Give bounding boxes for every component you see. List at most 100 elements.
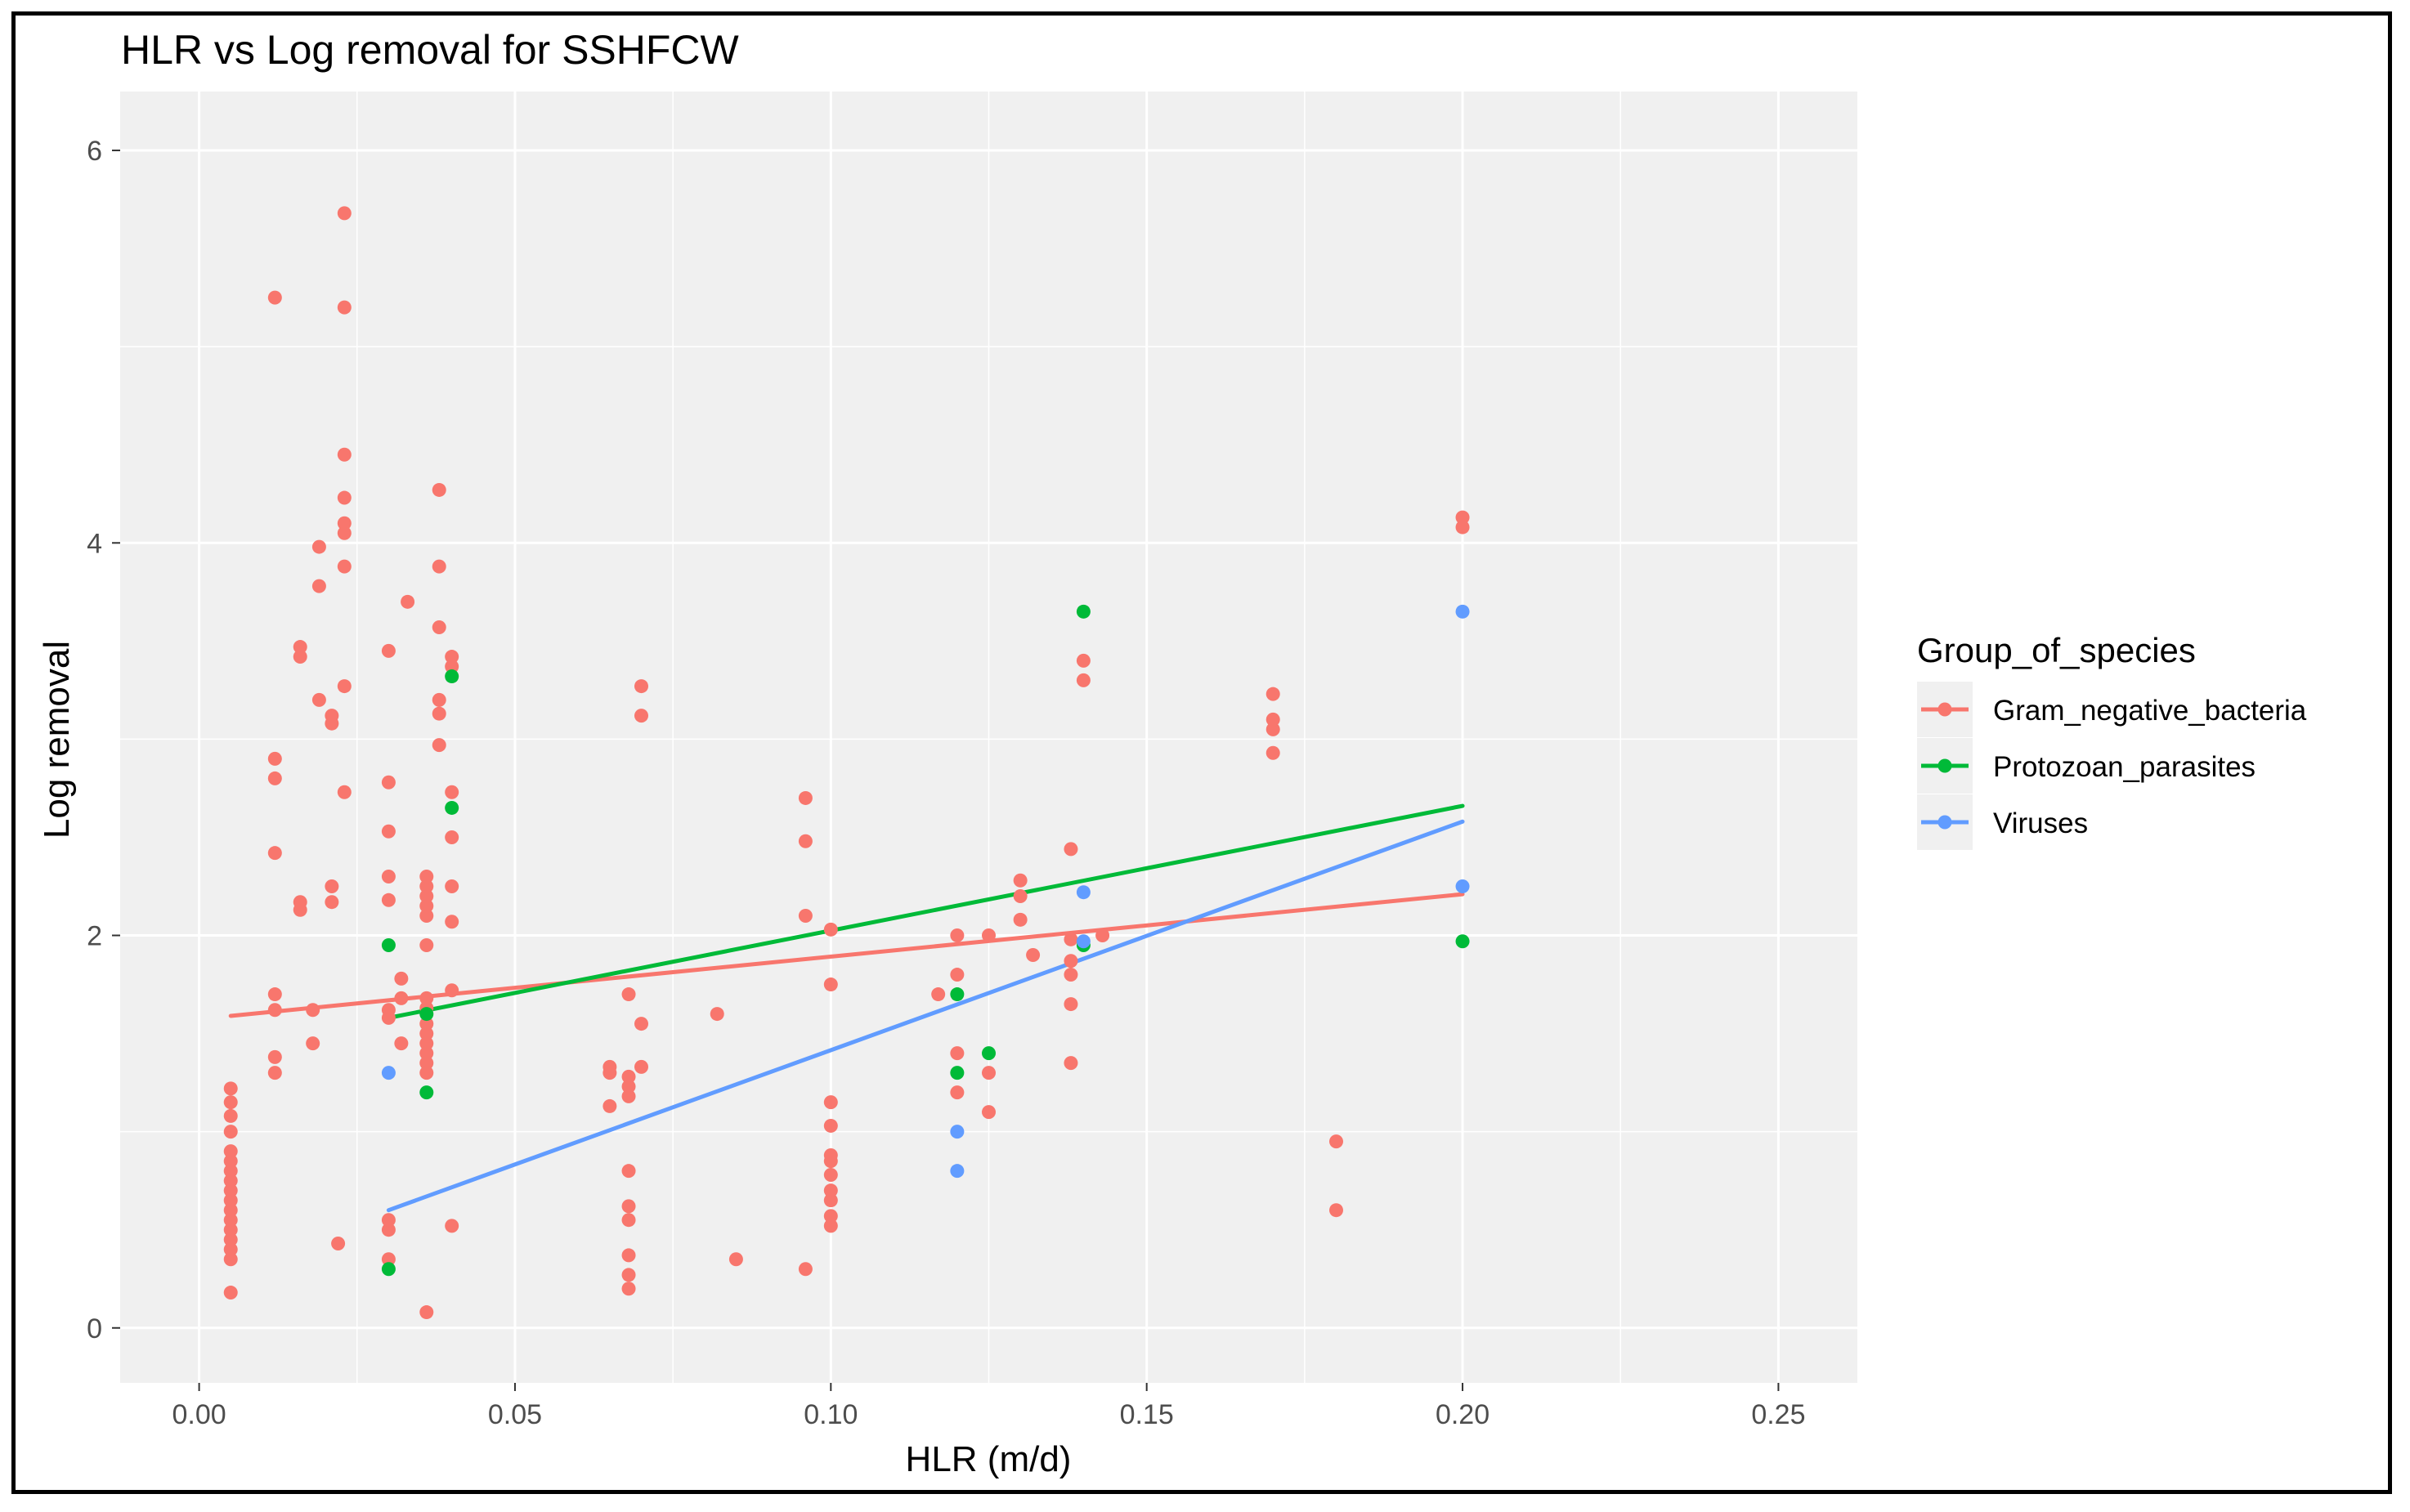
point-gram-negative-bacteria — [419, 1305, 434, 1320]
point-gram-negative-bacteria — [267, 846, 282, 861]
point-gram-negative-bacteria — [1265, 687, 1280, 701]
point-gram-negative-bacteria — [950, 1046, 965, 1061]
point-gram-negative-bacteria — [798, 834, 813, 848]
point-gram-negative-bacteria — [325, 895, 339, 910]
point-gram-negative-bacteria — [337, 206, 352, 221]
point-gram-negative-bacteria — [1095, 928, 1110, 943]
point-gram-negative-bacteria — [982, 1105, 996, 1120]
point-gram-negative-bacteria — [419, 1046, 434, 1061]
point-gram-negative-bacteria — [445, 650, 459, 664]
point-gram-negative-bacteria — [267, 1003, 282, 1018]
point-gram-negative-bacteria — [602, 1098, 617, 1113]
point-gram-negative-bacteria — [419, 869, 434, 883]
point-viruses — [1455, 604, 1470, 619]
point-gram-negative-bacteria — [445, 660, 459, 674]
point-gram-negative-bacteria — [419, 879, 434, 893]
point-gram-negative-bacteria — [293, 640, 307, 655]
point-gram-negative-bacteria — [311, 692, 326, 707]
point-gram-negative-bacteria — [419, 1027, 434, 1041]
fit-lines — [228, 803, 1465, 1213]
x-tick-label: 0.25 — [1751, 1399, 1805, 1430]
point-gram-negative-bacteria — [419, 1036, 434, 1051]
point-gram-negative-bacteria — [394, 971, 409, 986]
point-gram-negative-bacteria — [634, 679, 648, 694]
point-gram-negative-bacteria — [823, 1095, 838, 1110]
point-viruses — [1076, 885, 1091, 900]
point-gram-negative-bacteria — [621, 1248, 636, 1263]
point-gram-negative-bacteria — [823, 1118, 838, 1133]
point-gram-negative-bacteria — [445, 879, 459, 893]
point-gram-negative-bacteria — [634, 1017, 648, 1031]
point-gram-negative-bacteria — [267, 771, 282, 785]
point-gram-negative-bacteria — [445, 915, 459, 929]
x-axis-ticks: 0.00 0.05 0.10 0.15 0.20 0.25 — [172, 1383, 1806, 1430]
point-gram-negative-bacteria — [267, 290, 282, 305]
point-gram-negative-bacteria — [337, 516, 352, 530]
point-gram-negative-bacteria — [223, 1203, 238, 1218]
point-gram-negative-bacteria — [1064, 997, 1078, 1012]
point-gram-negative-bacteria — [432, 738, 446, 753]
point-gram-negative-bacteria — [223, 1154, 238, 1169]
x-tick-label: 0.20 — [1436, 1399, 1489, 1430]
legend-key-point-gram-negative-bacteria — [1937, 702, 1952, 717]
point-gram-negative-bacteria — [621, 1069, 636, 1084]
legend-label-viruses: Viruses — [1993, 807, 2088, 839]
legend-label-protozoan-parasites: Protozoan_parasites — [1993, 751, 2255, 783]
point-viruses — [950, 1125, 965, 1139]
point-gram-negative-bacteria — [337, 300, 352, 315]
point-protozoan-parasites — [445, 669, 459, 684]
point-gram-negative-bacteria — [419, 938, 434, 953]
point-gram-negative-bacteria — [419, 991, 434, 1005]
point-gram-negative-bacteria — [419, 1056, 434, 1071]
point-viruses — [381, 1066, 396, 1080]
point-gram-negative-bacteria — [381, 1003, 396, 1018]
point-gram-negative-bacteria — [823, 1147, 838, 1162]
legend: Group_of_species Gram_negative_bacteria P… — [1917, 631, 2307, 850]
point-gram-negative-bacteria — [381, 643, 396, 658]
point-protozoan-parasites — [419, 1085, 434, 1100]
point-gram-negative-bacteria — [621, 1089, 636, 1103]
point-gram-negative-bacteria — [432, 482, 446, 497]
point-gram-negative-bacteria — [223, 1242, 238, 1257]
point-protozoan-parasites — [950, 1066, 965, 1080]
point-protozoan-parasites — [445, 800, 459, 815]
point-gram-negative-bacteria — [267, 987, 282, 1002]
point-protozoan-parasites — [1076, 604, 1091, 619]
point-gram-negative-bacteria — [950, 968, 965, 982]
point-gram-negative-bacteria — [223, 1144, 238, 1159]
point-gram-negative-bacteria — [432, 692, 446, 707]
point-gram-negative-bacteria — [621, 1079, 636, 1094]
point-gram-negative-bacteria — [419, 1017, 434, 1031]
point-gram-negative-bacteria — [1265, 712, 1280, 727]
point-gram-negative-bacteria — [223, 1252, 238, 1267]
point-gram-negative-bacteria — [823, 1167, 838, 1182]
y-tick-label: 2 — [87, 921, 102, 952]
point-gram-negative-bacteria — [1064, 968, 1078, 982]
point-gram-negative-bacteria — [621, 1199, 636, 1214]
point-viruses — [1076, 934, 1091, 949]
point-gram-negative-bacteria — [710, 1007, 724, 1022]
point-gram-negative-bacteria — [381, 1213, 396, 1228]
point-gram-negative-bacteria — [445, 785, 459, 799]
point-gram-negative-bacteria — [381, 892, 396, 907]
point-gram-negative-bacteria — [394, 991, 409, 1005]
legend-key-point-viruses — [1937, 815, 1952, 830]
point-gram-negative-bacteria — [634, 709, 648, 723]
point-gram-negative-bacteria — [1265, 745, 1280, 760]
point-gram-negative-bacteria — [419, 888, 434, 903]
point-gram-negative-bacteria — [982, 928, 996, 943]
point-gram-negative-bacteria — [267, 1049, 282, 1064]
point-gram-negative-bacteria — [621, 1213, 636, 1228]
point-gram-negative-bacteria — [293, 895, 307, 910]
point-gram-negative-bacteria — [419, 909, 434, 924]
point-protozoan-parasites — [381, 1262, 396, 1277]
point-gram-negative-bacteria — [337, 559, 352, 574]
point-gram-negative-bacteria — [1265, 722, 1280, 736]
point-gram-negative-bacteria — [823, 1219, 838, 1233]
point-protozoan-parasites — [419, 1007, 434, 1022]
point-gram-negative-bacteria — [1076, 673, 1091, 687]
point-gram-negative-bacteria — [432, 620, 446, 635]
point-gram-negative-bacteria — [381, 869, 396, 883]
point-viruses — [950, 1164, 965, 1179]
point-gram-negative-bacteria — [1013, 888, 1028, 903]
